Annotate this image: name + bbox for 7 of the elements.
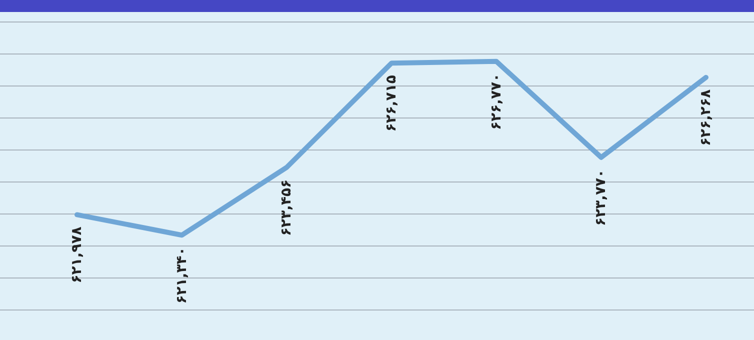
data-label: ۶۲۶,۲۶۸: [698, 88, 714, 146]
data-label: ۶۲۱,۳۴۰: [174, 247, 190, 304]
data-label: ۶۲۱,۹۷۸: [69, 226, 85, 284]
data-label: ۶۲۶,۷۷۰: [488, 73, 504, 130]
data-label: ۶۲۳,۷۷۰: [593, 169, 610, 226]
data-label: ۶۲۳,۴۵۶: [278, 179, 295, 236]
data-label: ۶۲۶,۷۱۵: [384, 74, 400, 132]
